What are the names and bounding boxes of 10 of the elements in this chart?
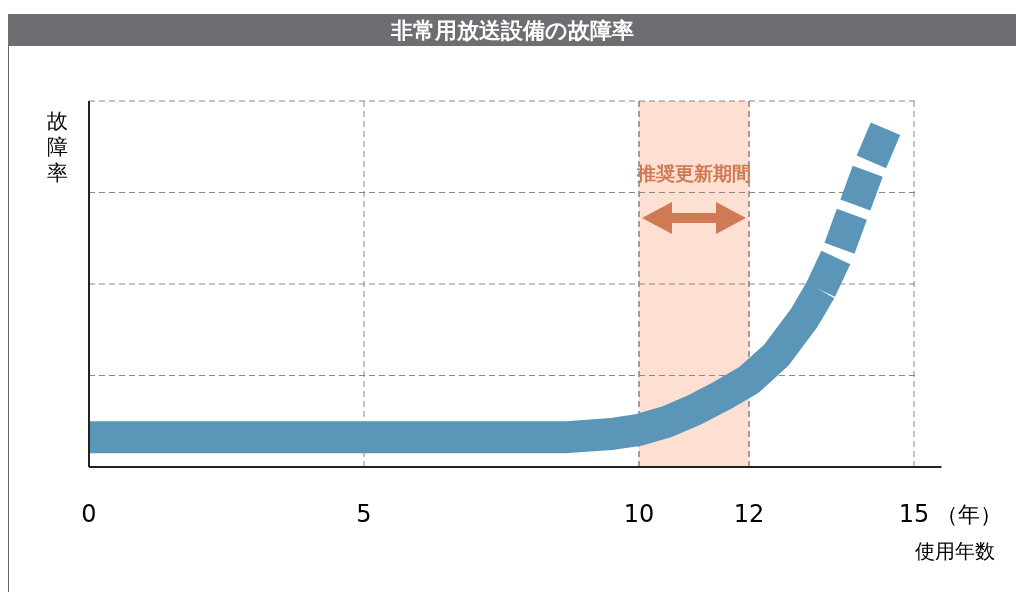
x-tick-label: 15 xyxy=(898,500,930,528)
text: （年） xyxy=(936,502,1002,527)
band-label: 推奨更新期間 xyxy=(636,162,751,184)
x-tick-label: 10 xyxy=(623,500,655,528)
y-axis-title: 故障率 xyxy=(46,109,68,185)
chart-title: 非常用放送設備の故障率 xyxy=(389,18,634,43)
x-tick-label: 5 xyxy=(356,500,372,528)
x-axis-title: 使用年数 xyxy=(915,539,995,563)
x-tick-label: 0 xyxy=(81,500,97,528)
x-tick-label: 12 xyxy=(733,500,765,528)
